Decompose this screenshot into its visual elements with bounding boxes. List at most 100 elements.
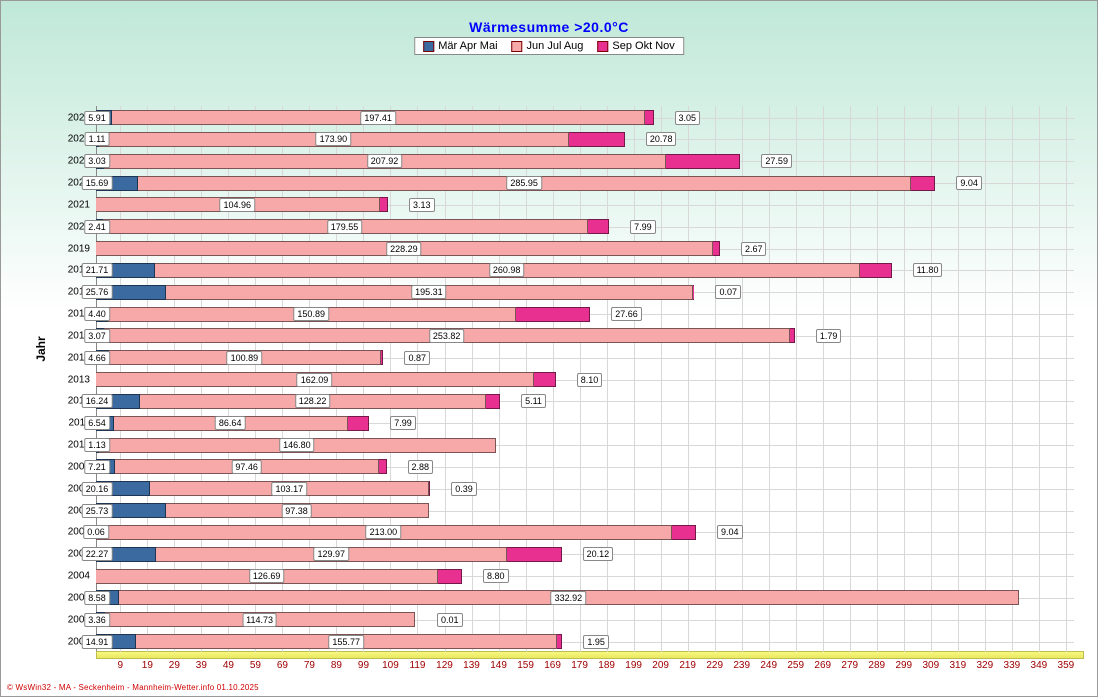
bar-segment-spring: 3.03	[96, 154, 104, 169]
y-tick-label: 2004	[68, 571, 90, 582]
bar-row: 4.66100.890.87	[96, 350, 383, 365]
x-tick-label: 359	[1058, 660, 1075, 671]
bar-value-label: 14.91	[82, 635, 113, 649]
bar-value-label: 2.67	[741, 242, 767, 256]
bar-value-label: 22.27	[82, 547, 113, 561]
x-tick-label: 229	[706, 660, 723, 671]
x-tick-label: 129	[436, 660, 453, 671]
bar-segment-summer: 100.89	[109, 350, 382, 365]
bar-value-label: 129.97	[313, 547, 349, 561]
bar-segment-summer: 103.17	[150, 481, 429, 496]
y-tick-label: 2013	[68, 374, 90, 385]
bar-value-label: 3.03	[84, 154, 110, 168]
bar-segment-autumn: 1.95	[557, 634, 562, 649]
bar-value-label: 97.38	[281, 504, 312, 518]
x-tick-label: 189	[598, 660, 615, 671]
bar-value-label: 5.91	[84, 111, 110, 125]
x-tick-label: 299	[895, 660, 912, 671]
bar-row: 1.13146.80	[96, 438, 496, 453]
bar-row: 3.03207.9227.59	[96, 154, 740, 169]
bar-value-label: 11.80	[913, 263, 943, 277]
bar-segment-summer: 195.31	[166, 285, 694, 300]
bar-value-label: 1.95	[583, 635, 609, 649]
x-tick-label: 149	[490, 660, 507, 671]
bar-value-label: 21.71	[82, 263, 113, 277]
bar-value-label: 9.04	[956, 176, 982, 190]
bar-segment-autumn: 3.05	[645, 110, 653, 125]
bar-value-label: 25.76	[82, 285, 113, 299]
bar-value-label: 4.66	[84, 351, 110, 365]
bar-row: 6.5486.647.99	[96, 416, 369, 431]
x-tick-label: 119	[410, 660, 426, 671]
bar-segment-summer: 162.09	[96, 372, 534, 387]
bar-value-label: 173.90	[316, 132, 352, 146]
bar-value-label: 5.11	[521, 394, 546, 408]
bar-value-label: 9.04	[717, 525, 743, 539]
bar-segment-spring: 2.41	[96, 219, 103, 234]
bar-row: 8.58332.92	[96, 590, 1019, 605]
bar-segment-summer: 285.95	[138, 176, 911, 191]
bar-row: 22.27129.9720.12	[96, 547, 562, 562]
x-tick-label: 339	[1004, 660, 1021, 671]
bar-segment-autumn: 20.12	[507, 547, 561, 562]
bar-value-label: 128.22	[295, 394, 331, 408]
bar-segment-summer: 104.96	[96, 197, 380, 212]
bar-row: 3.07253.821.79	[96, 328, 795, 343]
legend-item-spring: Mär Apr Mai	[423, 40, 497, 52]
bar-row: 14.91155.771.95	[96, 634, 562, 649]
bar-row: 16.24128.225.11	[96, 394, 500, 409]
bar-value-label: 27.59	[761, 154, 792, 168]
bar-segment-spring: 20.16	[96, 481, 150, 496]
bar-value-label: 8.80	[483, 569, 509, 583]
bar-segment-autumn: 2.88	[379, 459, 387, 474]
x-tick-label: 309	[922, 660, 939, 671]
bar-segment-spring: 25.76	[96, 285, 166, 300]
bar-segment-autumn: 8.80	[438, 569, 462, 584]
x-tick-label: 239	[733, 660, 750, 671]
bar-row: 0.00126.698.80	[96, 569, 462, 584]
bar-row: 20.16103.170.39	[96, 481, 430, 496]
legend-swatch-autumn	[597, 41, 608, 52]
bar-segment-autumn: 9.04	[911, 176, 935, 191]
bar-segment-spring: 14.91	[96, 634, 136, 649]
bar-segment-spring: 21.71	[96, 263, 155, 278]
bar-row: 25.76195.310.07	[96, 285, 693, 300]
bar-segment-summer: 155.77	[136, 634, 557, 649]
bar-segment-autumn: 7.99	[348, 416, 370, 431]
x-tick-label: 289	[868, 660, 885, 671]
x-tick-label: 139	[463, 660, 480, 671]
x-tick-label: 169	[544, 660, 561, 671]
x-tick-label: 99	[358, 660, 369, 671]
bar-value-label: 7.21	[84, 460, 110, 474]
bar-segment-summer: 260.98	[155, 263, 860, 278]
plot-area: 9192939495969798999109119129139149159169…	[96, 106, 1074, 652]
bar-row: 3.36114.730.01	[96, 612, 415, 627]
bar-value-label: 6.54	[84, 416, 110, 430]
bar-value-label: 7.99	[390, 416, 416, 430]
x-tick-label: 329	[977, 660, 994, 671]
y-tick-label: 2021	[68, 199, 90, 210]
bar-row: 4.40150.8927.66	[96, 307, 590, 322]
x-tick-label: 29	[169, 660, 180, 671]
bar-value-label: 2.88	[408, 460, 434, 474]
legend-label-autumn: Sep Okt Nov	[612, 40, 674, 52]
bar-value-label: 86.64	[215, 416, 246, 430]
bar-value-label: 332.92	[551, 591, 587, 605]
bar-row: 0.00162.098.10	[96, 372, 556, 387]
bar-value-label: 179.55	[327, 220, 363, 234]
bar-value-label: 162.09	[297, 373, 333, 387]
bar-value-label: 0.01	[437, 613, 463, 627]
bar-segment-spring: 7.21	[96, 459, 115, 474]
bar-value-label: 27.66	[611, 307, 642, 321]
chart-container: Wärmesumme >20.0°C Mär Apr Mai Jun Jul A…	[0, 0, 1098, 697]
bar-value-label: 126.69	[249, 569, 285, 583]
bar-segment-spring: 25.73	[96, 503, 166, 518]
x-tick-label: 39	[196, 660, 207, 671]
bar-value-label: 195.31	[411, 285, 447, 299]
bar-value-label: 100.89	[227, 351, 263, 365]
bar-segment-spring: 15.69	[96, 176, 138, 191]
bar-value-label: 8.10	[577, 373, 603, 387]
bar-segment-autumn: 11.80	[860, 263, 892, 278]
bar-value-label: 207.92	[367, 154, 403, 168]
bar-value-label: 3.05	[675, 111, 701, 125]
